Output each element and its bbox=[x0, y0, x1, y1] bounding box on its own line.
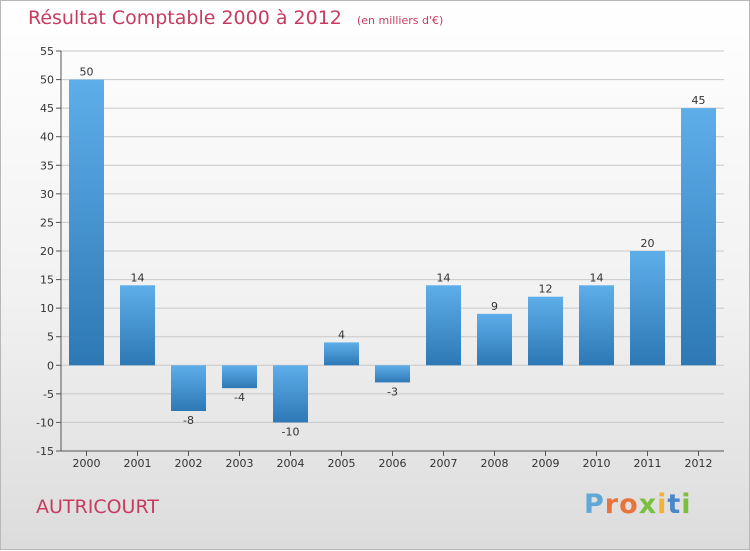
logo-letter: o bbox=[619, 489, 639, 520]
x-tick-label: 2000 bbox=[73, 457, 101, 470]
y-tick-label: 40 bbox=[40, 131, 54, 144]
data-label-2005: 4 bbox=[338, 328, 345, 341]
logo-letter: i bbox=[657, 489, 668, 520]
data-label-2007: 14 bbox=[437, 271, 451, 284]
y-tick-label: 5 bbox=[47, 331, 54, 344]
x-tick-label: 2005 bbox=[328, 457, 356, 470]
proxiti-logo[interactable]: Proxiti bbox=[584, 489, 692, 520]
grid-lines bbox=[61, 50, 724, 452]
y-tick-label: 10 bbox=[40, 302, 54, 315]
x-tick-label: 2011 bbox=[634, 457, 662, 470]
y-tick-label: -5 bbox=[43, 388, 54, 401]
y-tick-label: 50 bbox=[40, 74, 54, 87]
x-axis-tick-labels: 2000 2001 2002 2003 2004 2005 2006 2007 2008 2009… bbox=[73, 457, 713, 470]
bar-2003[interactable] bbox=[222, 365, 257, 389]
y-tick-label: 15 bbox=[40, 274, 54, 287]
data-label-2011: 20 bbox=[641, 237, 655, 250]
data-label-2006: -3 bbox=[387, 385, 398, 398]
y-tick-label: -10 bbox=[36, 416, 54, 429]
y-tick-label: -15 bbox=[36, 445, 54, 458]
y-axis-tick-labels: -15 -10 -5 0 5 10 15 20 25 30 35 40 45 50 55 bbox=[36, 45, 54, 458]
data-label-2004: -10 bbox=[282, 425, 300, 438]
y-tick-label: 35 bbox=[40, 159, 54, 172]
chart-subtitle: (en milliers d'€) bbox=[356, 14, 444, 27]
data-labels: 50 14 -8 -4 -10 4 -3 14 9 12 14 20 45 bbox=[80, 66, 706, 439]
y-tick-label: 30 bbox=[40, 188, 54, 201]
data-label-2009: 12 bbox=[539, 283, 553, 296]
bar-2011[interactable] bbox=[630, 251, 665, 366]
data-label-2010: 14 bbox=[590, 271, 604, 284]
logo-letter: t bbox=[667, 489, 682, 520]
y-tick-label: 45 bbox=[40, 102, 54, 115]
logo-letter: P bbox=[584, 489, 605, 520]
bar-2012[interactable] bbox=[681, 108, 716, 366]
data-label-2002: -8 bbox=[183, 414, 194, 427]
x-tick-label: 2001 bbox=[124, 457, 152, 470]
chart-title-text: Résultat Comptable 2000 à 2012 bbox=[28, 7, 342, 29]
y-tick-label: 25 bbox=[40, 216, 54, 229]
y-tick-label: 55 bbox=[40, 45, 54, 58]
bar-2002[interactable] bbox=[171, 365, 206, 411]
data-label-2003: -4 bbox=[234, 391, 245, 404]
x-tick-label: 2009 bbox=[532, 457, 560, 470]
bar-2009[interactable] bbox=[528, 296, 563, 366]
data-label-2001: 14 bbox=[131, 271, 145, 284]
data-label-2000: 50 bbox=[80, 66, 94, 79]
x-tick-label: 2003 bbox=[226, 457, 254, 470]
logo-letter: r bbox=[604, 489, 620, 520]
x-tick-label: 2007 bbox=[430, 457, 458, 470]
bar-2006[interactable] bbox=[375, 365, 410, 383]
x-tick-label: 2002 bbox=[175, 457, 203, 470]
y-tick-label: 0 bbox=[47, 359, 54, 372]
axes bbox=[56, 50, 724, 456]
bar-2000[interactable] bbox=[69, 79, 104, 366]
logo-letter: i bbox=[681, 489, 692, 520]
bar-2010[interactable] bbox=[579, 285, 614, 366]
x-tick-label: 2008 bbox=[481, 457, 509, 470]
logo-letter: x bbox=[638, 489, 658, 520]
data-label-2012: 45 bbox=[692, 94, 706, 107]
location-name: AUTRICOURT bbox=[36, 496, 159, 518]
bar-2001[interactable] bbox=[120, 285, 155, 366]
x-tick-label: 2012 bbox=[685, 457, 713, 470]
x-tick-label: 2006 bbox=[379, 457, 407, 470]
y-tick-label: 20 bbox=[40, 245, 54, 258]
data-label-2008: 9 bbox=[491, 300, 498, 313]
chart-title: Résultat Comptable 2000 à 2012 (en milli… bbox=[28, 7, 443, 29]
bar-2007[interactable] bbox=[426, 285, 461, 366]
x-tick-label: 2004 bbox=[277, 457, 305, 470]
bar-2005[interactable] bbox=[324, 342, 359, 366]
x-tick-label: 2010 bbox=[583, 457, 611, 470]
bar-series bbox=[69, 79, 716, 423]
bar-2004[interactable] bbox=[273, 365, 308, 423]
bar-2008[interactable] bbox=[477, 313, 512, 366]
